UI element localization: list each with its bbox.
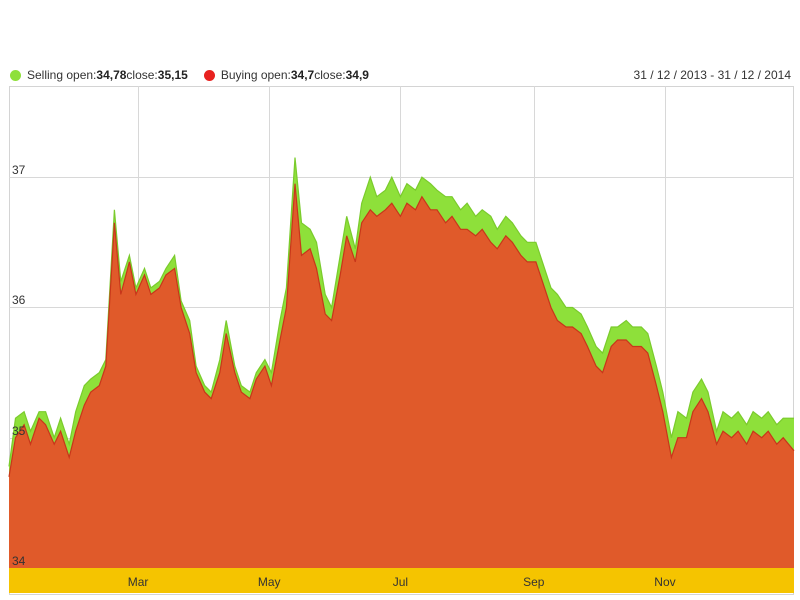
y-axis: 34 35 36 37 [12, 163, 26, 568]
series-line-buying [8, 183, 795, 477]
legend-item-buying[interactable]: Buying open: 34,7 close: 34,9 [203, 68, 369, 82]
x-tick-label: Mar [128, 575, 149, 589]
selling-close-value: 35,15 [157, 68, 188, 82]
selling-close-label: close: [126, 68, 158, 82]
y-tick-label: 35 [12, 424, 26, 438]
x-tick-label: Sep [523, 575, 545, 589]
chart-legend: Selling open: 34,78 close: 35,15 Buying op… [10, 66, 385, 84]
y-tick-label: 36 [12, 293, 26, 307]
buying-close-value: 34,9 [345, 68, 369, 82]
x-tick-label: Nov [654, 575, 675, 589]
x-axis: Mar May Jul Sep Nov [128, 575, 676, 589]
selling-open-value: 34,78 [96, 68, 127, 82]
series-areas [8, 157, 795, 568]
series-area-buying[interactable] [9, 183, 794, 568]
x-axis-band [9, 568, 794, 593]
x-tick-label: May [258, 575, 281, 589]
buying-open-value: 34,7 [290, 68, 315, 82]
buying-label: Buying open: [220, 68, 291, 82]
legend-item-selling[interactable]: Selling open: 34,78 close: 35,15 [10, 68, 188, 82]
buying-close-label: close: [314, 68, 346, 82]
y-tick-label: 34 [12, 554, 26, 568]
plot-border [9, 86, 794, 595]
series-line-selling [8, 157, 794, 467]
buying-dot-icon [203, 69, 215, 81]
selling-label: Selling open: [27, 68, 97, 82]
date-range-label[interactable]: 31 / 12 / 2013 - 31 / 12 / 2014 [633, 68, 791, 82]
selling-dot-icon [10, 69, 21, 81]
x-tick-label: Jul [393, 575, 408, 589]
y-tick-label: 37 [12, 163, 26, 177]
